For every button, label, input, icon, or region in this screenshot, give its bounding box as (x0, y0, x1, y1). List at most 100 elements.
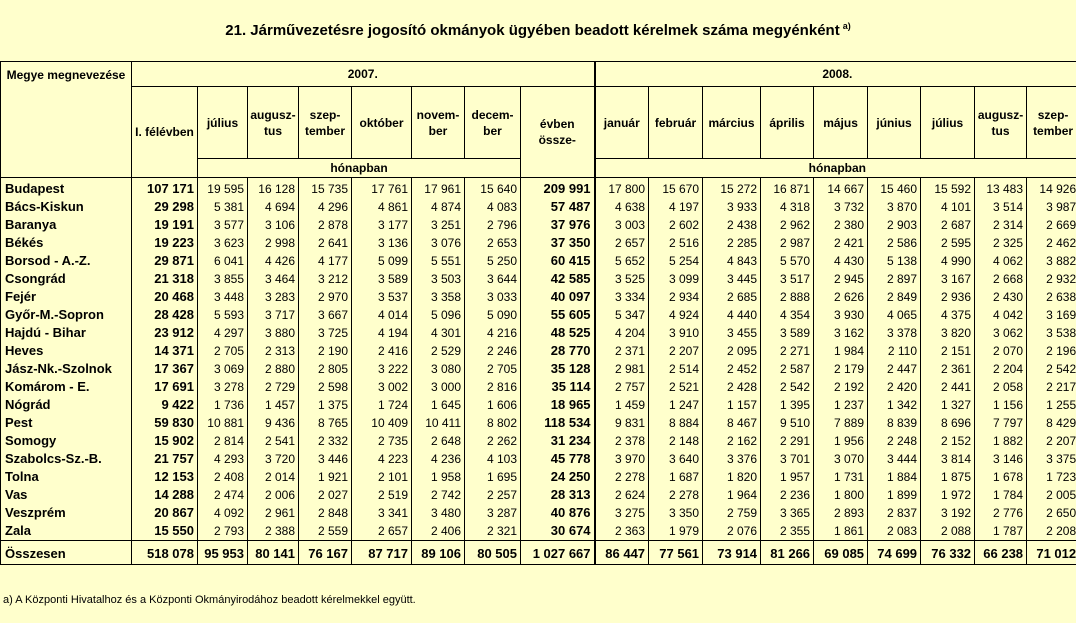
month-header-2007: novem-ber (411, 86, 465, 159)
month-value: 2 355 (760, 522, 815, 541)
month-value: 2 278 (648, 486, 704, 504)
month-value: 3 503 (411, 270, 465, 288)
month-value: 14 667 (813, 177, 869, 198)
month-value: 5 652 (593, 252, 650, 270)
first-half-value: 107 171 (131, 177, 198, 198)
month-value: 1 327 (920, 396, 976, 414)
month-value: 4 204 (593, 324, 650, 342)
county-header: Megye megnevezése (0, 61, 132, 178)
county-name: Budapest (0, 177, 132, 198)
month-value: 3 525 (593, 270, 650, 288)
month-value: 3 169 (1026, 306, 1076, 324)
first-half-header: I. félévben (131, 86, 198, 178)
month-header-2008: május (813, 86, 869, 159)
month-value: 5 250 (464, 252, 521, 270)
month-value: 3 970 (593, 450, 650, 468)
month-value: 1 787 (974, 522, 1028, 541)
table-row: Tolna 12 153 2 408 2 014 1 921 2 101 1 958 1 69… (0, 468, 1076, 486)
month-header-2008: január (593, 86, 650, 159)
month-value: 4 375 (920, 306, 976, 324)
year-total-value: 37 976 (519, 216, 596, 234)
month-value: 80 505 (464, 540, 521, 565)
month-value: 2 325 (974, 234, 1028, 252)
month-value: 2 204 (974, 360, 1028, 378)
month-value: 2 542 (760, 378, 815, 396)
month-value: 2 805 (298, 360, 352, 378)
month-value: 81 266 (760, 540, 815, 565)
month-value: 2 735 (351, 432, 412, 450)
month-value: 2 380 (813, 216, 869, 234)
month-value: 9 436 (247, 414, 299, 432)
month-value: 2 685 (702, 288, 762, 306)
month-value: 3 514 (974, 198, 1028, 216)
month-value: 2 793 (197, 522, 248, 541)
month-value: 2 428 (702, 378, 762, 396)
month-header-2008: április (760, 86, 815, 159)
first-half-value: 29 298 (131, 198, 198, 216)
month-value: 3 855 (197, 270, 248, 288)
county-name: Heves (0, 342, 132, 360)
month-value: 2 179 (813, 360, 869, 378)
year-2008-header: 2008. (593, 61, 1076, 87)
table-row: Vas 14 288 2 474 2 006 2 027 2 519 2 742 2 257 2… (0, 486, 1076, 504)
year-total-value: 30 674 (519, 522, 596, 541)
month-value: 2 217 (1026, 378, 1076, 396)
month-value: 3 003 (593, 216, 650, 234)
year-total-value: 55 605 (519, 306, 596, 324)
per-month-header-2007: hónapban (197, 158, 521, 178)
month-value: 1 882 (974, 432, 1028, 450)
month-value: 1 731 (813, 468, 869, 486)
month-value: 2 729 (247, 378, 299, 396)
month-value: 15 735 (298, 177, 352, 198)
month-value: 1 964 (702, 486, 762, 504)
month-value: 3 162 (813, 324, 869, 342)
month-value: 2 027 (298, 486, 352, 504)
month-value: 2 152 (920, 432, 976, 450)
month-header-2007: decem-ber (464, 86, 521, 159)
month-value: 2 650 (1026, 504, 1076, 522)
month-value: 3 350 (648, 504, 704, 522)
month-value: 4 293 (197, 450, 248, 468)
year-total-value: 31 234 (519, 432, 596, 450)
month-value: 3 076 (411, 234, 465, 252)
month-value: 87 717 (351, 540, 412, 565)
month-value: 2 388 (247, 522, 299, 541)
first-half-value: 15 550 (131, 522, 198, 541)
month-value: 1 736 (197, 396, 248, 414)
month-value: 80 141 (247, 540, 299, 565)
month-value: 3 701 (760, 450, 815, 468)
month-value: 2 083 (867, 522, 922, 541)
month-value: 15 592 (920, 177, 976, 198)
month-value: 2 559 (298, 522, 352, 541)
month-value: 1 784 (974, 486, 1028, 504)
month-value: 2 987 (760, 234, 815, 252)
month-value: 2 816 (464, 378, 521, 396)
month-value: 3 378 (867, 324, 922, 342)
month-value: 2 408 (197, 468, 248, 486)
month-value: 2 278 (593, 468, 650, 486)
month-value: 9 510 (760, 414, 815, 432)
month-value: 1 157 (702, 396, 762, 414)
month-value: 2 981 (593, 360, 650, 378)
month-value: 2 757 (593, 378, 650, 396)
month-value: 2 441 (920, 378, 976, 396)
month-value: 2 657 (593, 234, 650, 252)
month-value: 2 521 (648, 378, 704, 396)
month-value: 3 870 (867, 198, 922, 216)
month-value: 3 365 (760, 504, 815, 522)
month-value: 3 358 (411, 288, 465, 306)
month-value: 1 724 (351, 396, 412, 414)
county-name: Nógrád (0, 396, 132, 414)
month-value: 4 318 (760, 198, 815, 216)
first-half-value: 59 830 (131, 414, 198, 432)
month-value: 2 462 (1026, 234, 1076, 252)
month-value: 4 301 (411, 324, 465, 342)
month-value: 3 667 (298, 306, 352, 324)
month-value: 1 695 (464, 468, 521, 486)
table-row: Jász-Nk.-Szolnok 17 367 3 069 2 880 2 805 3 2… (0, 360, 1076, 378)
table-row: Somogy 15 902 2 814 2 541 2 332 2 735 2 648 2 2… (0, 432, 1076, 450)
month-value: 71 012 (1026, 540, 1076, 565)
year-total-value: 40 097 (519, 288, 596, 306)
month-value: 2 207 (1026, 432, 1076, 450)
year-total-header: évben össze- (519, 86, 596, 178)
